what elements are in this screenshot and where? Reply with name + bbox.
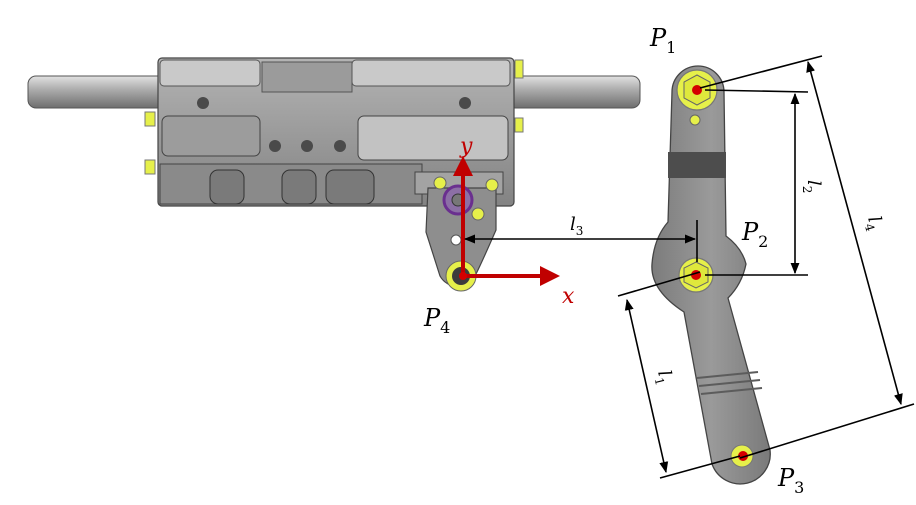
point-labels: P1 P2 P3 P4 [423, 24, 804, 497]
l1-dimension [624, 298, 669, 474]
svg-text:l1: l1 [650, 368, 677, 387]
l1-extension-top [617, 271, 701, 297]
l4-dimension [806, 60, 903, 406]
l4-extension-bottom [739, 403, 915, 459]
p4-joint-dot [459, 272, 467, 280]
steering-gear-housing [27, 57, 641, 207]
svg-text:l4: l4 [860, 214, 887, 234]
l2-extension-top [704, 89, 809, 93]
svg-text:l2: l2 [800, 180, 824, 193]
x-axis-label: x [562, 284, 575, 309]
dimension-lines [463, 55, 915, 479]
p1-joint-dot [692, 85, 702, 95]
y-axis-label: y [459, 134, 473, 159]
l2-label: l2 [800, 180, 824, 193]
length-labels: l3 l2 l4 l1 [570, 180, 887, 387]
l4-label: l4 [860, 214, 887, 234]
l3-label: l3 [570, 214, 583, 238]
p2-label: P2 [741, 218, 768, 251]
p4-label: P4 [423, 304, 450, 337]
l4-extension-top [699, 55, 823, 89]
p1-label: P1 [649, 24, 676, 57]
l1-label: l1 [650, 368, 677, 387]
p3-label: P3 [777, 464, 804, 497]
l1-extension-bottom [659, 455, 741, 479]
coordinate-axes: y x [453, 134, 575, 309]
